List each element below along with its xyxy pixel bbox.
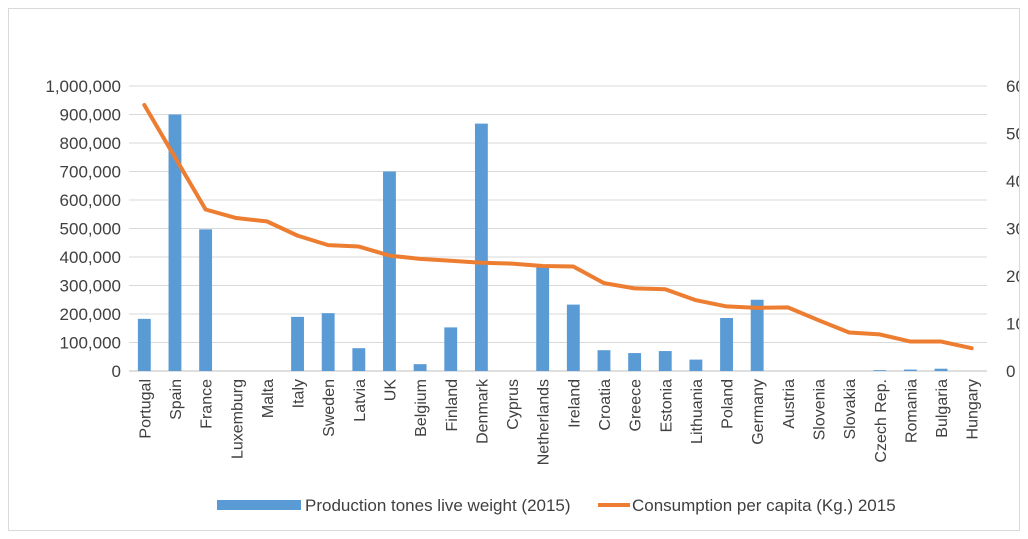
x-axis-tick-label: Cyprus: [505, 379, 522, 430]
right-axis-tick-label: 20: [1006, 267, 1019, 286]
bar-germany: [750, 299, 764, 371]
x-axis-tick-label: Belgium: [413, 379, 430, 437]
legend-bar-label: Production tones live weight (2015): [305, 496, 571, 515]
x-axis-tick-label: Denmark: [474, 378, 491, 444]
x-axis-tick-label: Estonia: [658, 379, 675, 432]
legend-bar-swatch: [217, 500, 301, 510]
x-axis-tick-label: Finland: [444, 379, 461, 431]
x-axis-tick-label: Slovakia: [842, 379, 859, 440]
bar-series: [137, 114, 948, 372]
left-axis-ticks: 0 100,000 200,000 300,000 400,000 500,000 600,…: [45, 77, 121, 381]
x-axis-tick-label: Portugal: [137, 379, 154, 439]
right-axis-tick-label: 30: [1006, 220, 1019, 239]
x-axis-tick-label: Italy: [291, 379, 308, 408]
x-axis-tick-label: France: [199, 379, 216, 429]
left-axis-tick-label: 0: [112, 362, 121, 381]
x-axis-tick-label: Netherlands: [536, 379, 553, 465]
x-axis-tick-label: Hungary: [965, 379, 982, 439]
bar-estonia: [658, 351, 672, 371]
x-axis-tick-label: Greece: [628, 379, 645, 432]
x-axis-tick-label: Romania: [903, 379, 920, 443]
left-axis-tick-label: 200,000: [60, 305, 121, 324]
bar-belgium: [413, 364, 427, 371]
chart-svg: 0 100,000 200,000 300,000 400,000 500,000 600,…: [45, 77, 1019, 515]
bar-latvia: [352, 348, 366, 371]
legend: Production tones live weight (2015) Cons…: [217, 496, 896, 515]
left-axis-tick-label: 100,000: [60, 334, 121, 353]
gridlines: [129, 85, 987, 372]
left-axis-tick-label: 500,000: [60, 220, 121, 239]
bar-poland: [720, 317, 733, 371]
left-axis-tick-label: 300,000: [60, 277, 121, 296]
bar-czech-rep: [873, 370, 887, 371]
bar-denmark: [474, 123, 488, 372]
left-axis-tick-label: 600,000: [60, 191, 121, 210]
right-axis-tick-label: 0: [1006, 362, 1015, 381]
bar-romania: [903, 369, 917, 371]
bar-sweden: [321, 313, 335, 371]
right-axis-tick-label: 50: [1006, 125, 1019, 144]
x-axis-tick-label: Bulgaria: [934, 379, 951, 438]
bar-greece: [628, 353, 642, 371]
x-axis-tick-label: Poland: [720, 379, 737, 429]
bar-lithuania: [689, 359, 703, 371]
left-axis-tick-label: 1,000,000: [45, 77, 121, 96]
x-axis-tick-label: UK: [382, 379, 399, 402]
right-axis-tick-label: 60: [1006, 77, 1019, 96]
bar-finland: [444, 327, 458, 371]
x-axis-tick-label: Lithuania: [689, 379, 706, 444]
bar-spain: [168, 114, 182, 371]
bar-croatia: [597, 350, 611, 371]
x-axis-labels: Portugal Spain France Luxemburg Malta Italy Sw…: [137, 378, 981, 465]
bar-bulgaria: [934, 368, 948, 371]
bar-italy: [291, 316, 304, 371]
chart-frame: 0 100,000 200,000 300,000 400,000 500,000 600,…: [8, 8, 1020, 531]
left-axis-tick-label: 700,000: [60, 163, 121, 182]
x-axis-tick-label: Croatia: [597, 379, 614, 431]
line-series: [142, 103, 974, 351]
left-axis-tick-label: 900,000: [60, 106, 121, 125]
x-axis-tick-label: Spain: [168, 379, 185, 420]
bar-uk: [383, 171, 396, 371]
left-axis-tick-label: 400,000: [60, 248, 121, 267]
x-axis-tick-label: Czech Rep.: [873, 379, 890, 463]
legend-line-label: Consumption per capita (Kg.) 2015: [632, 496, 896, 515]
x-axis-tick-label: Sweden: [321, 379, 338, 437]
x-axis-tick-label: Austria: [781, 379, 798, 429]
bar-france: [199, 229, 213, 371]
consumption-line: [142, 103, 974, 351]
bar-ireland: [566, 304, 580, 371]
x-axis-tick-label: Germany: [750, 379, 767, 445]
bar-netherlands: [536, 266, 550, 371]
left-axis-tick-label: 800,000: [60, 134, 121, 153]
x-axis-tick-label: Malta: [260, 379, 277, 418]
right-axis-ticks: 0 10 20 30 40 50 60: [1006, 77, 1019, 381]
x-axis-tick-label: Latvia: [352, 379, 369, 422]
bar-portugal: [137, 318, 151, 371]
x-axis-tick-label: Luxemburg: [229, 379, 246, 459]
right-axis-tick-label: 40: [1006, 172, 1019, 191]
x-axis-tick-label: Ireland: [566, 379, 583, 428]
x-axis-tick-label: Slovenia: [811, 379, 828, 440]
right-axis-tick-label: 10: [1006, 315, 1019, 334]
